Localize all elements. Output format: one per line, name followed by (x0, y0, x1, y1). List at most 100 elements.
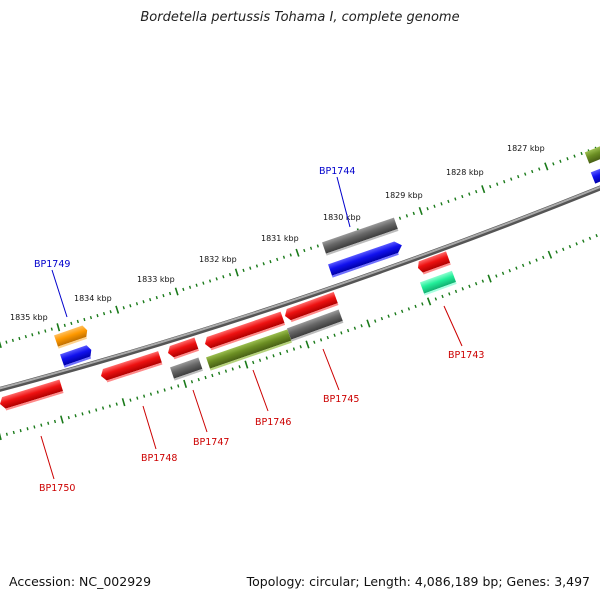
ruler-minor-tick (249, 266, 252, 270)
ruler-minor-tick (195, 283, 198, 287)
gene-bp1744-blue[interactable] (328, 240, 404, 278)
gene-bp1747-red[interactable] (166, 337, 199, 361)
ruler-minor-tick (149, 392, 153, 396)
ruler-minor-tick (276, 257, 279, 262)
gene-bp1747-grey[interactable] (170, 357, 203, 381)
ruler-minor-tick (405, 214, 409, 218)
ruler-minor-tick (76, 319, 79, 324)
ruler-minor-tick (19, 429, 22, 433)
ruler-minor-tick (224, 369, 228, 373)
gene-bp1745-grey[interactable] (286, 309, 344, 342)
ruler-minor-tick (163, 388, 166, 392)
gene-bp1749-blue[interactable] (60, 344, 94, 368)
ruler-minor-tick (50, 327, 53, 331)
gene-bp1745-red[interactable] (283, 291, 339, 324)
ruler-label-1833: 1833 kbp (137, 275, 175, 284)
ruler-minor-tick (286, 349, 289, 353)
leader-lines (40, 176, 463, 480)
gene-bp1744-body[interactable] (322, 217, 399, 256)
ruler-minor-tick (136, 396, 139, 400)
gene-bp1749-orange[interactable] (54, 325, 90, 349)
gene-bp1746-olive[interactable] (206, 329, 292, 371)
ruler-minor-tick (88, 410, 91, 414)
ruler-major-tick (305, 340, 310, 349)
ruler-minor-tick (303, 248, 306, 253)
gene-label-bp1749[interactable]: BP1749 (34, 259, 70, 270)
ruler-minor-tick (441, 294, 444, 299)
genome-title: Bordetella pertussis Tohama I, complete … (140, 10, 460, 25)
gene-fwd-green-edge[interactable] (584, 144, 600, 164)
ruler-minor-tick (155, 296, 158, 300)
ruler-major-tick (174, 287, 179, 296)
ruler-minor-tick (542, 255, 545, 260)
ruler-minor-tick (319, 338, 323, 342)
gene-label-bp1746[interactable]: BP1746 (255, 417, 291, 428)
ruler-minor-tick (252, 360, 255, 365)
ruler-minor-tick (489, 184, 492, 189)
ruler-minor-tick (262, 262, 265, 266)
ruler-minor-tick (517, 174, 520, 179)
ruler-minor-tick (454, 197, 457, 201)
ruler-major-tick (244, 360, 249, 369)
genome-backbone (0, 185, 600, 392)
ruler-major-tick (121, 398, 126, 407)
ruler-minor-tick (5, 432, 8, 436)
ruler-minor-tick (481, 279, 485, 283)
ruler-minor-tick (447, 199, 450, 204)
ruler-minor-tick (265, 356, 268, 360)
ruler-label-1828: 1828 kbp (446, 168, 484, 177)
gene-label-bp1747[interactable]: BP1747 (193, 437, 229, 448)
ruler-minor-tick (503, 179, 506, 184)
ruler-minor-tick (407, 307, 411, 311)
ruler-minor-tick (156, 390, 159, 394)
ruler-minor-tick (129, 398, 132, 402)
gene-bp1743-teal[interactable] (419, 270, 457, 296)
ruler-minor-tick (129, 304, 132, 308)
ruler-label-1829: 1829 kbp (385, 191, 423, 200)
ruler-minor-tick (461, 287, 464, 291)
gene-bp1746-red[interactable] (203, 311, 286, 352)
ruler-minor-tick (515, 266, 518, 270)
ruler-minor-tick (394, 312, 397, 316)
ruler-ticks-lower (0, 233, 598, 441)
ruler-minor-tick (81, 412, 84, 416)
ruler-minor-tick (528, 261, 532, 265)
ruler-minor-tick (495, 274, 498, 278)
ruler-major-tick (426, 297, 432, 306)
ruler-minor-tick (168, 291, 172, 296)
gene-bp1743-red[interactable] (416, 251, 451, 275)
ruler-minor-tick (374, 319, 377, 323)
gene-label-bp1745[interactable]: BP1745 (323, 394, 359, 405)
gene-fwd-blue-edge[interactable] (590, 167, 600, 184)
ruler-minor-tick (400, 309, 404, 314)
ruler-minor-tick (202, 281, 205, 285)
gene-label-bp1743[interactable]: BP1743 (448, 350, 484, 361)
ruler-major-tick (0, 341, 2, 349)
ruler-minor-tick (44, 329, 47, 333)
ruler-label-1830: 1830 kbp (323, 213, 361, 222)
ruler-minor-tick (162, 293, 165, 298)
ruler-minor-tick (135, 302, 139, 306)
ruler-minor-tick (101, 406, 105, 410)
ruler-label-1834: 1834 kbp (74, 294, 112, 303)
ruler-minor-tick (440, 202, 443, 206)
ruler-minor-tick (5, 340, 8, 344)
ruler-minor-tick (204, 375, 207, 380)
ruler-minor-tick (108, 404, 111, 408)
gene-bp1748-red[interactable] (99, 351, 163, 383)
gene-label-bp1744[interactable]: BP1744 (319, 166, 355, 177)
gene-bp1750-red[interactable] (0, 379, 64, 412)
ruler-minor-tick (40, 423, 43, 427)
ruler-minor-tick (380, 316, 384, 321)
ruler-label-1832: 1832 kbp (199, 255, 237, 264)
gene-label-bp1750[interactable]: BP1750 (39, 483, 75, 494)
gene-label-bp1748[interactable]: BP1748 (141, 453, 177, 464)
ruler-minor-tick (190, 380, 194, 384)
ruler-major-tick (0, 432, 2, 441)
ruler-minor-tick (149, 297, 152, 302)
ruler-minor-tick (197, 377, 200, 382)
ruler-minor-tick (11, 338, 14, 342)
ruler-minor-tick (448, 292, 451, 296)
ruler-major-tick (115, 305, 120, 314)
